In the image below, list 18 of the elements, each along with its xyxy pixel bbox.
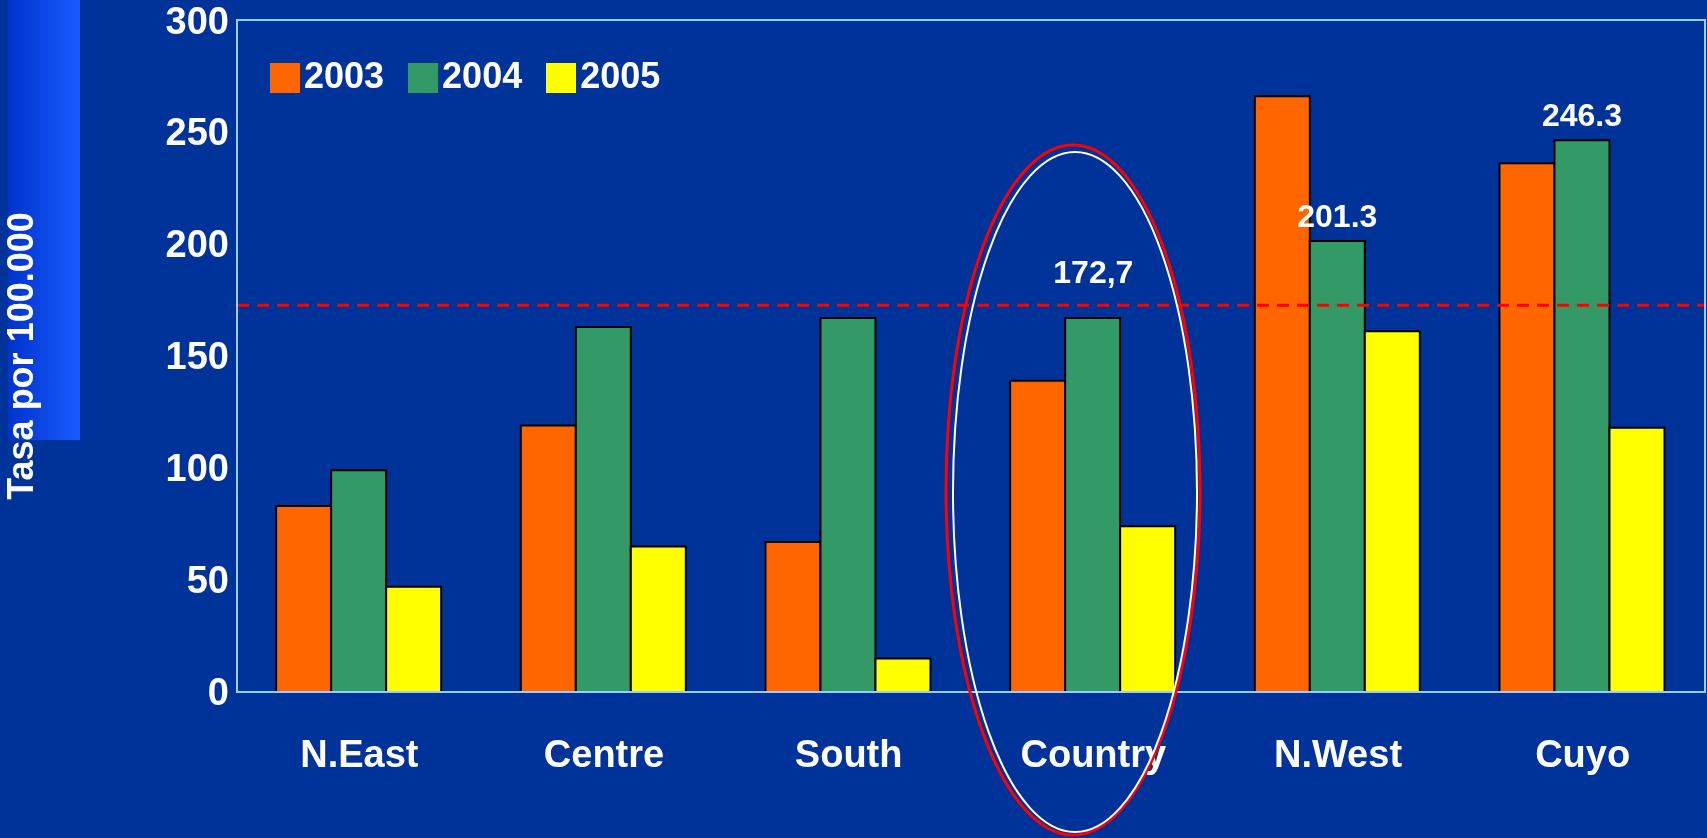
y-tick-label: 300 <box>165 0 229 42</box>
data-label: 246.3 <box>1541 97 1623 134</box>
legend-label: 2003 <box>304 55 385 96</box>
x-tick-label: Centre <box>543 732 665 775</box>
x-tick-label: Cuyo <box>1535 732 1631 775</box>
y-tick-label: 0 <box>207 671 229 714</box>
legend-label: 2004 <box>442 55 523 96</box>
y-tick-label: 150 <box>165 335 229 378</box>
x-tick-label: N.West <box>1273 732 1403 775</box>
y-tick-label: 250 <box>165 111 229 154</box>
x-tick-label: South <box>794 732 903 775</box>
y-axis-title: Tasa por 100.000 <box>0 212 41 500</box>
annotation: 172,7 <box>1053 254 1134 291</box>
y-tick-label: 50 <box>186 559 229 602</box>
y-tick-label: 100 <box>165 447 229 490</box>
legend-label: 2005 <box>580 55 661 96</box>
x-tick-label: N.East <box>300 732 419 775</box>
y-tick-label: 200 <box>165 223 229 266</box>
